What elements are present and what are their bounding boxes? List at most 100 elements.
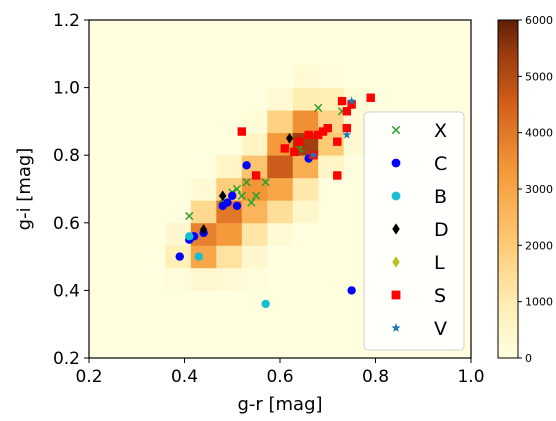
heatmap-cell — [292, 155, 319, 179]
legend-label-c: C — [434, 153, 447, 175]
point-s — [290, 147, 299, 157]
colorbar — [497, 19, 519, 359]
heatmap-cell — [241, 245, 268, 269]
colorbar-tick-label: 6000 — [525, 14, 553, 27]
legend-label-l: L — [434, 252, 445, 274]
legend-label-d: D — [434, 219, 449, 241]
x-tick-label: 0.6 — [266, 367, 293, 387]
point-b — [261, 299, 270, 309]
point-s — [337, 96, 347, 106]
legend-marker-l — [392, 256, 400, 268]
legend-label-x: X — [434, 120, 447, 142]
point-s — [304, 130, 313, 140]
legend-label-b: B — [434, 186, 447, 208]
point-s — [333, 171, 342, 180]
heatmap-cell — [216, 222, 243, 246]
point-s — [342, 107, 352, 116]
axes-ticks: 0.2 0.4 0.6 0.8 1.0 0.2 0.4 0.6 0.8 1.0 1.2 — [53, 11, 485, 387]
point-x-stroke — [251, 191, 261, 200]
point-x-stroke — [261, 178, 270, 187]
legend-marker-x — [391, 125, 401, 135]
heatmap-cell — [190, 200, 217, 224]
point-d — [200, 224, 208, 235]
heatmap-cell — [292, 177, 319, 201]
x-tick-label: 0.2 — [75, 367, 102, 387]
colorbar-tick-label: 1000 — [525, 296, 553, 309]
heatmap-cell — [216, 267, 243, 291]
point-c — [223, 198, 232, 207]
point-x — [232, 184, 242, 194]
x-tick-label: 1.0 — [457, 367, 484, 387]
legend-box — [363, 111, 465, 351]
point-x-stroke — [242, 178, 251, 187]
legend-label-s: S — [434, 285, 446, 307]
point-s — [318, 127, 328, 136]
heatmap-cell — [267, 177, 294, 201]
point-s — [323, 123, 332, 133]
y-tick-label: 1.0 — [53, 79, 80, 99]
y-tick-label: 0.8 — [53, 146, 80, 166]
heatmap-cell — [292, 200, 319, 224]
x-tick-label: 0.8 — [362, 367, 389, 387]
point-x-stroke — [185, 211, 194, 221]
point-b — [194, 252, 204, 261]
point-s — [294, 137, 304, 146]
point-b — [185, 232, 194, 241]
point-x-stroke — [314, 103, 323, 113]
legend-marker-s — [391, 290, 401, 300]
heatmap-cell — [190, 177, 217, 201]
point-s — [314, 130, 323, 140]
heatmap-cell — [190, 267, 217, 291]
heatmap-cell — [292, 87, 319, 111]
y-tick-label: 0.2 — [53, 349, 80, 369]
legend-marker-x-stroke — [391, 125, 401, 135]
point-v — [309, 150, 318, 159]
point-x-stroke — [232, 184, 242, 194]
heatmap-cell — [318, 65, 345, 88]
heatmap-cell — [241, 267, 268, 291]
point-s — [347, 100, 356, 109]
point-v — [342, 130, 352, 139]
point-x — [237, 191, 246, 200]
point-c — [175, 252, 184, 261]
x-axis-title: g-r [mag] — [237, 394, 322, 415]
point-c — [232, 201, 242, 211]
heatmap-cell — [267, 110, 294, 134]
legend-label-v: V — [434, 318, 447, 340]
heatmap-cell — [190, 245, 217, 269]
point-x — [251, 191, 261, 200]
legend-marker-b — [391, 191, 401, 201]
legend-marker-v — [391, 323, 401, 332]
point-d — [285, 132, 294, 144]
point-s — [280, 144, 289, 153]
heatmap-cell — [216, 155, 243, 179]
point-x — [261, 178, 270, 187]
heatmap-cell — [241, 132, 268, 156]
point-s — [333, 137, 342, 146]
point-x-stroke — [237, 191, 246, 200]
heatmap-cell — [292, 65, 319, 88]
point-s — [342, 123, 352, 133]
heatmap-cell — [241, 222, 268, 246]
point-v — [347, 96, 356, 105]
point-d — [219, 190, 227, 202]
y-tick-label: 0.4 — [53, 281, 80, 301]
heatmap-cell — [241, 110, 268, 134]
heatmap-cell — [343, 132, 370, 156]
y-axis-title: g-i [mag] — [14, 148, 35, 231]
colorbar-ticks: 0 1000 2000 3000 4000 5000 6000 — [518, 14, 553, 365]
colorbar-tick-label: 3000 — [525, 183, 553, 196]
heatmap-cell — [216, 245, 243, 269]
heatmap-cell — [267, 222, 294, 246]
point-s — [237, 127, 246, 136]
colorbar-tick-label: 4000 — [525, 127, 553, 140]
colorbar-tick-label: 2000 — [525, 239, 553, 252]
point-x — [314, 103, 323, 113]
heatmap-cell — [267, 200, 294, 224]
point-s — [251, 171, 261, 180]
scatter-points — [175, 93, 375, 309]
x-tick-label: 0.4 — [171, 367, 198, 387]
point-s — [366, 93, 375, 102]
